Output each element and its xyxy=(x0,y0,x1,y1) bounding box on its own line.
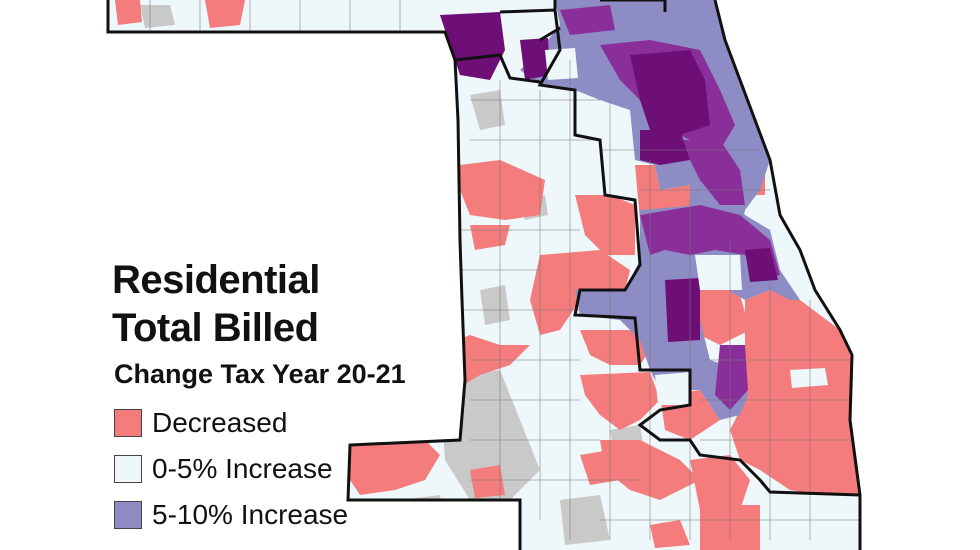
legend-swatch-decreased xyxy=(114,409,142,437)
legend-item-decreased: Decreased xyxy=(114,400,472,446)
legend-item-5-10-increase: 5-10% Increase xyxy=(114,492,472,538)
county-outline xyxy=(106,0,862,550)
legend-label-decreased: Decreased xyxy=(152,407,288,438)
district-boundaries xyxy=(454,8,860,497)
legend-item-0-5-increase: 0-5% Increase xyxy=(114,446,472,492)
legend-label-5-10-increase: 5-10% Increase xyxy=(152,499,349,530)
legend-swatch-5-10-increase xyxy=(114,501,142,529)
municipality-lines xyxy=(149,0,860,540)
legend-title-line1: Residential xyxy=(112,258,320,302)
legend-title-line2: Total Billed xyxy=(112,306,319,350)
legend-label-0-5-increase: 0-5% Increase xyxy=(152,453,333,484)
legend-swatch-0-5-increase xyxy=(114,455,142,483)
map-legend: Residential Total Billed Change Tax Year… xyxy=(112,256,472,538)
top-boundary xyxy=(553,0,667,12)
legend-subtitle: Change Tax Year 20-21 xyxy=(114,359,406,389)
